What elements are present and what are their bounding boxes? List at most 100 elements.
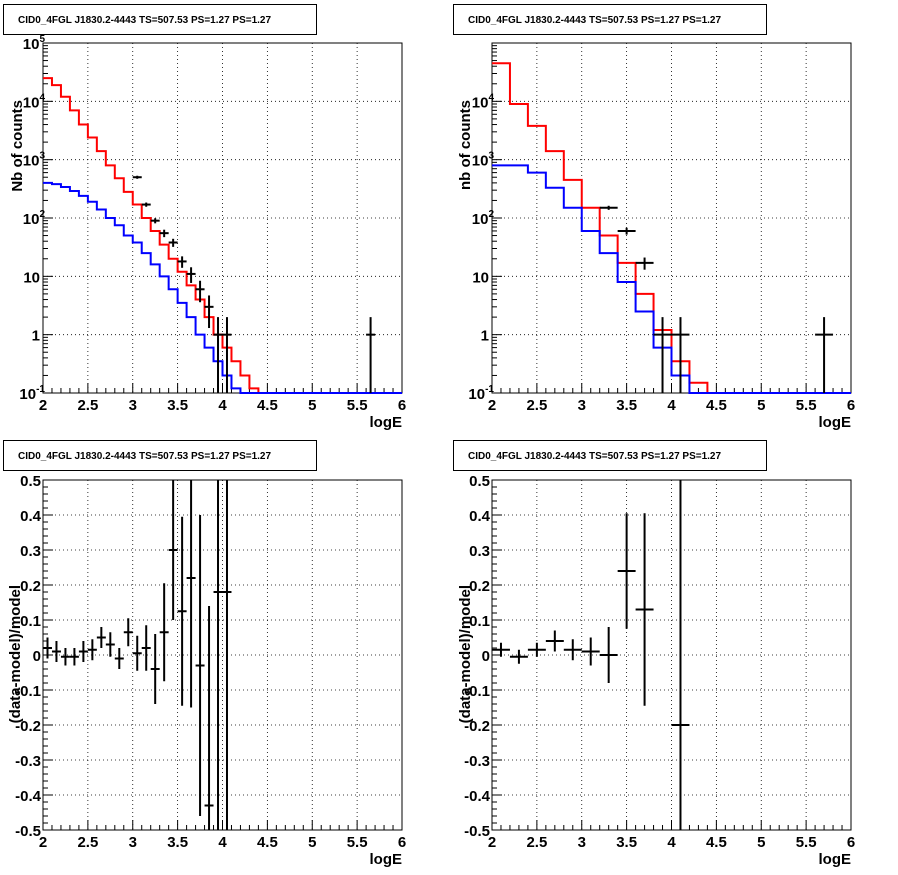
- chart-title: CID0_4FGL J1830.2-4443 TS=507.53 PS=1.27…: [18, 15, 271, 26]
- x-tick-label: 5: [308, 397, 316, 414]
- x-tick-label: 3: [129, 397, 137, 414]
- data-point: [195, 280, 205, 303]
- y-tick-label: 0: [33, 648, 41, 665]
- x-tick-label: 5: [308, 834, 316, 851]
- x-tick-label: 3: [129, 834, 137, 851]
- chart-title: CID0_4FGL J1830.2-4443 TS=507.53 PS=1.27…: [18, 451, 271, 462]
- y-tick-base: 10: [472, 153, 489, 170]
- y-tick-label: 1: [32, 328, 40, 345]
- x-tick-label: 6: [398, 834, 406, 851]
- data-point: [186, 480, 196, 708]
- data-point: [150, 634, 160, 704]
- y-tick-exponent: 4: [39, 92, 45, 103]
- x-tick-label: 3.5: [167, 397, 188, 414]
- x-tick-label: 4: [218, 834, 227, 851]
- x-tick-label: 3: [578, 834, 586, 851]
- x-tick-label: 6: [847, 397, 855, 414]
- y-tick-base: 10: [472, 94, 489, 111]
- data-point: [671, 317, 690, 393]
- x-tick-label: 4.5: [257, 397, 278, 414]
- y-tick-label: 10: [23, 269, 40, 286]
- data-point: [653, 317, 672, 393]
- y-tick-exponent: -1: [485, 384, 494, 395]
- y-tick-label: -0.2: [464, 718, 490, 735]
- y-tick-label: 10: [472, 269, 489, 286]
- data-point: [87, 639, 97, 661]
- x-tick-label: 3: [578, 397, 586, 414]
- series-step-line-2: [492, 164, 851, 394]
- y-tick-label: 0.1: [20, 613, 41, 630]
- series-step-line-1: [43, 77, 402, 394]
- data-point: [204, 606, 214, 830]
- data-point: [132, 635, 142, 671]
- y-tick-exponent: 4: [488, 92, 494, 103]
- y-tick-label: 0.5: [20, 473, 41, 490]
- x-axis-label: logE: [370, 851, 403, 868]
- y-tick-label: -0.3: [464, 753, 490, 770]
- y-tick-label: -0.5: [464, 823, 490, 840]
- x-tick-label: 6: [398, 397, 406, 414]
- x-tick-label: 2: [39, 397, 47, 414]
- y-tick-base: 10: [23, 269, 40, 286]
- x-tick-label: 5.5: [347, 397, 368, 414]
- x-axis-label: logE: [370, 414, 403, 431]
- chart-title-box: [453, 440, 767, 471]
- data-point: [635, 257, 654, 270]
- chart-title: CID0_4FGL J1830.2-4443 TS=507.53 PS=1.27…: [468, 15, 721, 26]
- x-tick-label: 2.5: [77, 397, 98, 414]
- x-tick-label: 3.5: [616, 834, 637, 851]
- data-point: [671, 480, 690, 830]
- x-tick-label: 2.5: [526, 397, 547, 414]
- y-tick-label: 0: [482, 648, 490, 665]
- chart-title-box: [453, 4, 767, 35]
- x-tick-label: 5: [757, 834, 765, 851]
- data-point: [563, 639, 582, 661]
- data-point: [168, 480, 178, 620]
- data-point: [177, 256, 187, 268]
- x-tick-label: 5.5: [796, 397, 817, 414]
- y-tick-label: -0.4: [464, 788, 491, 805]
- data-point: [815, 317, 834, 393]
- y-tick-base: 10: [472, 269, 489, 286]
- data-point: [222, 480, 232, 830]
- y-tick-label: 102: [472, 209, 495, 228]
- data-point: [159, 583, 169, 682]
- y-tick-label: 0.4: [20, 508, 42, 525]
- chart-title: CID0_4FGL J1830.2-4443 TS=507.53 PS=1.27…: [468, 451, 721, 462]
- y-tick-label: 1: [481, 328, 489, 345]
- chart-1: CID0_4FGL J1830.2-4443 TS=507.53 PS=1.27…: [3, 4, 406, 431]
- x-tick-label: 4.5: [706, 397, 727, 414]
- data-point: [545, 630, 564, 652]
- chart-title-box: [3, 440, 317, 471]
- series-step-line-1: [492, 62, 851, 394]
- data-point: [186, 267, 196, 283]
- y-axis-label: Nb of counts: [9, 100, 26, 192]
- data-point: [213, 480, 223, 830]
- data-point: [150, 218, 160, 224]
- data-point: [599, 205, 618, 210]
- chart-title-box: [3, 4, 317, 35]
- data-point: [69, 648, 79, 666]
- x-tick-label: 5: [757, 397, 765, 414]
- y-tick-label: 10-1: [468, 384, 494, 403]
- data-point: [168, 238, 178, 247]
- y-tick-base: 10: [472, 211, 489, 228]
- data-point: [177, 516, 187, 706]
- data-point: [527, 642, 546, 657]
- y-tick-label: 0.1: [469, 613, 490, 630]
- y-tick-label: 104: [23, 92, 46, 111]
- data-point: [222, 317, 232, 393]
- y-tick-label: 102: [23, 209, 46, 228]
- data-point: [159, 229, 169, 238]
- y-tick-label: -0.4: [15, 788, 42, 805]
- chart-2: CID0_4FGL J1830.2-4443 TS=507.53 PS=1.27…: [453, 4, 855, 431]
- x-tick-label: 2: [39, 834, 47, 851]
- y-tick-base: 10: [23, 153, 40, 170]
- y-tick-label: -0.1: [464, 683, 490, 700]
- y-tick-label: 104: [472, 92, 495, 111]
- chart-4: CID0_4FGL J1830.2-4443 TS=507.53 PS=1.27…: [453, 440, 855, 868]
- y-tick-label: 0.2: [20, 578, 41, 595]
- y-tick-exponent: 2: [488, 209, 494, 220]
- data-point: [78, 641, 88, 662]
- y-tick-label: 105: [23, 34, 46, 53]
